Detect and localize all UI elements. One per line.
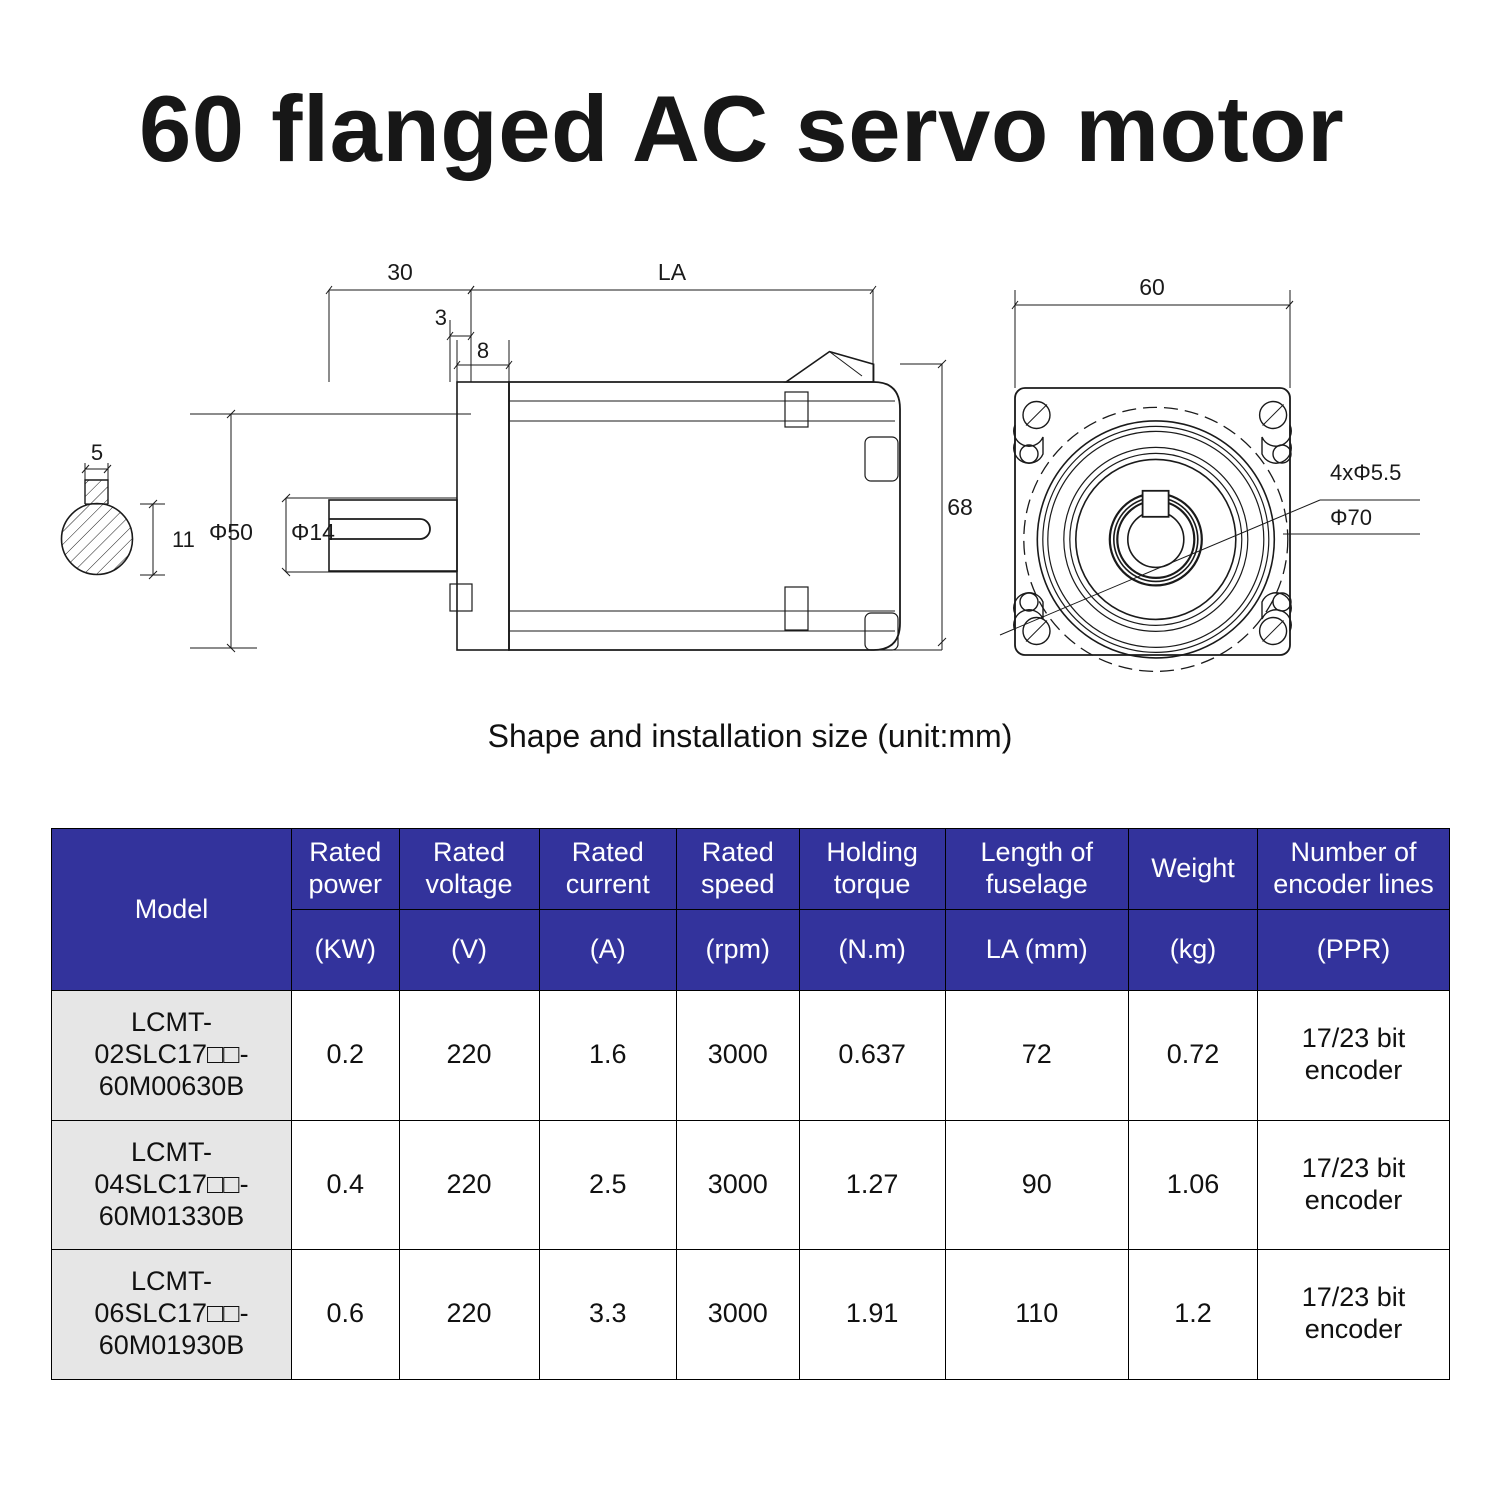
svg-text:60: 60 bbox=[1139, 274, 1165, 300]
svg-text:Φ70: Φ70 bbox=[1330, 505, 1372, 530]
svg-text:3: 3 bbox=[435, 305, 447, 330]
svg-text:68: 68 bbox=[947, 494, 973, 520]
svg-text:LA: LA bbox=[658, 259, 687, 285]
svg-text:4xΦ5.5: 4xΦ5.5 bbox=[1330, 460, 1401, 485]
svg-text:Φ50: Φ50 bbox=[209, 519, 253, 545]
svg-text:8: 8 bbox=[477, 338, 489, 363]
svg-text:11: 11 bbox=[172, 527, 195, 552]
svg-text:30: 30 bbox=[387, 259, 413, 285]
svg-text:5: 5 bbox=[91, 440, 103, 465]
